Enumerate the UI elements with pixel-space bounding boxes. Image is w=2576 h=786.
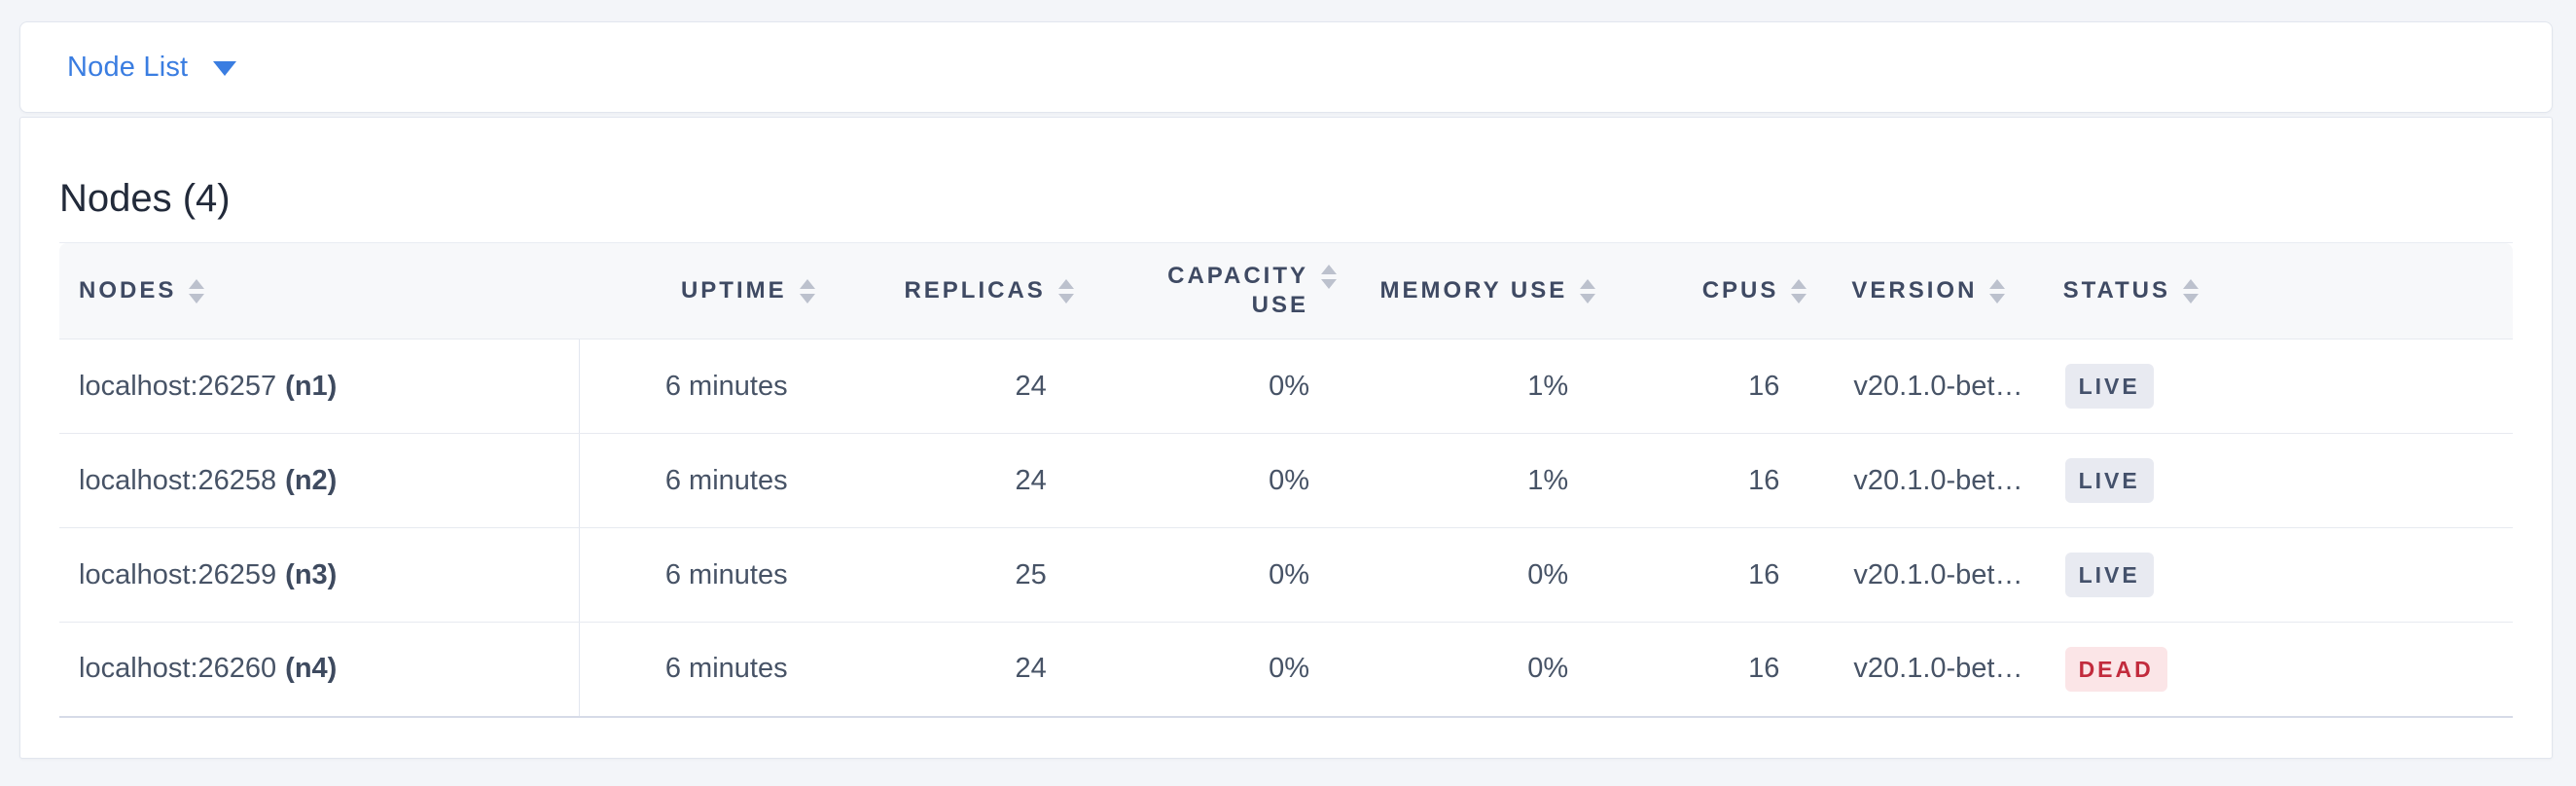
replicas-cell: 24 xyxy=(820,622,1080,718)
column-header-nodes[interactable]: NODES xyxy=(59,242,580,339)
column-header-capacity-use[interactable]: CAPACITY USE xyxy=(1079,242,1343,339)
capacity-use-cell: 0% xyxy=(1079,527,1343,623)
status-badge: LIVE xyxy=(2064,364,2154,409)
status-badge: DEAD xyxy=(2064,646,2167,692)
column-header-cpus[interactable]: CPUS xyxy=(1601,242,1813,339)
capacity-use-cell: 0% xyxy=(1079,622,1343,718)
sort-icon[interactable] xyxy=(799,276,815,305)
memory-use-cell: 0% xyxy=(1342,527,1602,623)
node-id: (n3) xyxy=(285,558,338,590)
uptime-cell: 6 minutes xyxy=(579,433,821,528)
version-cell: v20.1.0-bet… xyxy=(1812,433,2040,528)
cpus-cell: 16 xyxy=(1601,339,1813,434)
table-row: localhost:26259 (n3) 6 minutes 25 0% 0% 1… xyxy=(59,527,2513,623)
content-panel: Nodes (4) NODES UPTIME REPLICAS xyxy=(19,117,2553,759)
column-header-memory-use[interactable]: MEMORY USE xyxy=(1342,242,1602,339)
node-address: localhost:26257 xyxy=(79,370,277,402)
node-address-cell: localhost:26259 (n3) xyxy=(59,527,580,623)
uptime-cell: 6 minutes xyxy=(579,527,821,623)
node-id: (n1) xyxy=(285,370,338,402)
memory-use-cell: 1% xyxy=(1342,339,1602,434)
status-cell: LIVE xyxy=(2039,527,2513,623)
replicas-cell: 25 xyxy=(820,527,1080,623)
memory-use-cell: 0% xyxy=(1342,622,1602,718)
caret-down-icon[interactable] xyxy=(213,61,237,76)
sort-icon[interactable] xyxy=(2183,276,2199,305)
version-cell: v20.1.0-bet… xyxy=(1812,622,2040,718)
sort-icon[interactable] xyxy=(1580,276,1596,305)
column-header-status[interactable]: STATUS xyxy=(2039,242,2513,339)
uptime-cell: 6 minutes xyxy=(579,622,821,718)
sort-icon[interactable] xyxy=(189,276,205,305)
capacity-use-cell: 0% xyxy=(1079,339,1343,434)
node-id: (n2) xyxy=(285,464,338,496)
table-row: localhost:26260 (n4) 6 minutes 24 0% 0% 1… xyxy=(59,622,2513,718)
sort-icon[interactable] xyxy=(1791,276,1807,305)
column-header-uptime[interactable]: UPTIME xyxy=(579,242,821,339)
version-cell: v20.1.0-bet… xyxy=(1812,339,2040,434)
sort-icon[interactable] xyxy=(1057,276,1074,305)
node-list-dropdown-label[interactable]: Node List xyxy=(67,51,189,83)
capacity-use-cell: 0% xyxy=(1079,433,1343,528)
node-address: localhost:26258 xyxy=(79,464,277,496)
table-row: localhost:26258 (n2) 6 minutes 24 0% 1% 1… xyxy=(59,433,2513,528)
sort-icon[interactable] xyxy=(1989,276,2006,305)
memory-use-cell: 1% xyxy=(1342,433,1602,528)
status-cell: DEAD xyxy=(2039,622,2513,718)
status-cell: LIVE xyxy=(2039,339,2513,434)
page-background: Node List Nodes (4) NODES UPTIME xyxy=(19,21,2553,759)
status-badge: LIVE xyxy=(2064,553,2154,597)
node-address: localhost:26260 xyxy=(79,653,277,685)
table-header-row: NODES UPTIME REPLICAS CAPACITY USE MEMOR… xyxy=(59,242,2513,339)
status-cell: LIVE xyxy=(2039,433,2513,528)
cpus-cell: 16 xyxy=(1601,527,1813,623)
status-badge: LIVE xyxy=(2064,458,2154,503)
node-address-cell: localhost:26260 (n4) xyxy=(59,622,580,718)
replicas-cell: 24 xyxy=(820,433,1080,528)
cpus-cell: 16 xyxy=(1601,622,1813,718)
replicas-cell: 24 xyxy=(820,339,1080,434)
table-row: localhost:26257 (n1) 6 minutes 24 0% 1% 1… xyxy=(59,339,2513,434)
column-header-replicas[interactable]: REPLICAS xyxy=(820,242,1080,339)
cpus-cell: 16 xyxy=(1601,433,1813,528)
node-address-cell: localhost:26257 (n1) xyxy=(59,339,580,434)
node-id: (n4) xyxy=(285,653,338,685)
node-address: localhost:26259 xyxy=(79,558,277,590)
node-address-cell: localhost:26258 (n2) xyxy=(59,433,580,528)
column-header-version[interactable]: VERSION xyxy=(1812,242,2040,339)
sort-icon[interactable] xyxy=(1321,262,1338,291)
page-title: Nodes (4) xyxy=(59,177,231,220)
nodes-table: NODES UPTIME REPLICAS CAPACITY USE MEMOR… xyxy=(59,242,2513,718)
node-list-dropdown[interactable]: Node List xyxy=(67,51,237,84)
topbar: Node List xyxy=(19,21,2553,113)
uptime-cell: 6 minutes xyxy=(579,339,821,434)
version-cell: v20.1.0-bet… xyxy=(1812,527,2040,623)
